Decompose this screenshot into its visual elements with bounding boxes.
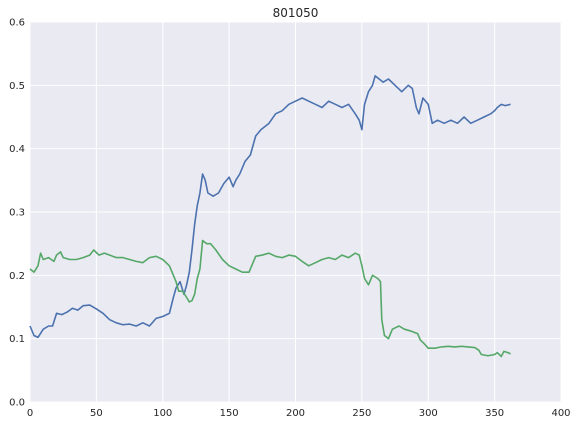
series-line-2 [29,239,511,358]
y-tick-label: 0.2 [9,271,25,282]
x-axis-tick-labels: 0 50 100 150 200 250 300 350 400 [27,408,571,419]
y-tick-label: 0.4 [9,144,25,155]
x-tick-label: 250 [352,408,371,419]
y-axis-tick-labels: 0.0 0.1 0.2 0.3 0.4 0.5 0.6 [9,18,25,409]
y-tick-label: 0.6 [9,18,25,29]
series-line-1 [29,75,511,339]
x-tick-label: 200 [286,408,305,419]
x-tick-label: 0 [27,408,33,419]
y-tick-label: 0.0 [9,398,25,409]
grid-lines [29,21,562,403]
x-tick-label: 100 [153,408,172,419]
x-tick-label: 300 [419,408,438,419]
x-tick-label: 50 [90,408,103,419]
y-tick-label: 0.3 [9,208,25,219]
x-tick-label: 150 [220,408,239,419]
series-lines [29,75,511,358]
y-tick-label: 0.5 [9,81,25,92]
x-tick-label: 400 [551,408,570,419]
y-tick-label: 0.1 [9,334,25,345]
x-tick-label: 350 [485,408,504,419]
chart-title: 801050 [273,6,319,20]
